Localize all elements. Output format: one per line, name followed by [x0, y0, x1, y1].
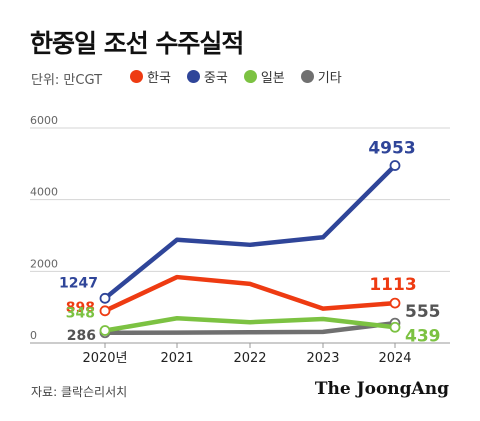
- legend-label-china: 중국: [203, 71, 228, 86]
- legend-item-japan: 일본: [243, 67, 285, 86]
- x-tick-label: 2023: [306, 351, 339, 366]
- data-label-japan: 439: [405, 326, 441, 346]
- legend-label-japan: 일본: [260, 71, 285, 86]
- legend: 한국 중국 일본 기타: [130, 67, 342, 86]
- series-line-korea: [102, 274, 398, 314]
- series-line-japan: [102, 316, 398, 333]
- legend-swatch-korea: [130, 70, 143, 83]
- legend-label-other: 기타: [317, 71, 342, 86]
- legend-item-china: 중국: [186, 67, 228, 86]
- legend-swatch-china: [186, 70, 200, 83]
- data-point-korea: [389, 297, 401, 309]
- y-tick-label: 6000: [30, 114, 58, 127]
- series-line-other: [102, 320, 398, 336]
- publisher-logo: The JoongAng: [314, 379, 449, 399]
- data-label-china: 1247: [59, 275, 98, 291]
- y-tick-label: 4000: [30, 186, 58, 199]
- data-point-china: [389, 160, 401, 171]
- x-tick-label: 2024: [378, 351, 411, 366]
- x-tick-label: 2022: [233, 351, 266, 366]
- data-point-korea: [99, 305, 111, 317]
- chart-title: 한중일 조선 수주실적: [30, 29, 244, 58]
- data-label-other: 555: [405, 302, 441, 322]
- y-tick-label: 2000: [30, 257, 58, 270]
- legend-item-korea: 한국: [130, 67, 171, 86]
- data-label-other: 286: [67, 328, 96, 344]
- data-point-japan: [389, 321, 401, 333]
- x-tick-label: 2020년: [82, 351, 127, 366]
- data-point-japan: [99, 325, 111, 336]
- data-label-korea: 898: [66, 300, 95, 316]
- data-label-korea: 1113: [369, 275, 416, 295]
- source-note: 자료: 클락슨리서치: [31, 385, 128, 399]
- data-point-china: [99, 292, 111, 304]
- data-label-japan: 348: [66, 306, 95, 322]
- legend-label-korea: 한국: [147, 71, 171, 86]
- legend-item-other: 기타: [300, 67, 342, 86]
- series-line-china: [102, 163, 398, 301]
- unit-label: 단위: 만CGT: [31, 73, 103, 88]
- legend-swatch-japan: [243, 70, 257, 83]
- x-tick-label: 2021: [160, 351, 193, 366]
- y-tick-label: 0: [30, 329, 37, 342]
- legend-swatch-other: [300, 70, 314, 83]
- data-label-china: 4953: [368, 139, 415, 159]
